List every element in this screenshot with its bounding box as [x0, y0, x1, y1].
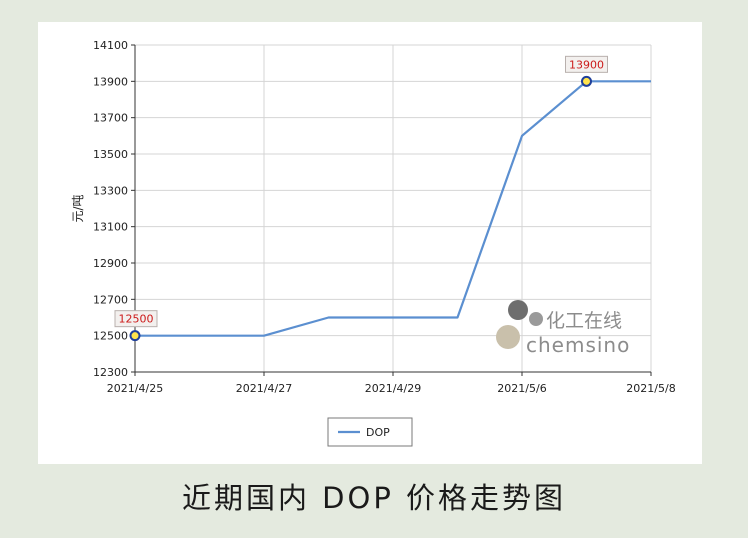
data-point-marker — [129, 330, 141, 342]
y-tick-label: 13500 — [93, 148, 128, 161]
y-tick-label: 12300 — [93, 366, 128, 379]
watermark-ball-dark — [508, 300, 528, 320]
y-axis-title: 元/吨 — [71, 194, 85, 222]
x-tick-label: 2021/5/8 — [626, 382, 675, 395]
y-tick-label: 12700 — [93, 293, 128, 306]
x-tick-label: 2021/4/29 — [365, 382, 421, 395]
x-tick-label: 2021/5/6 — [497, 382, 546, 395]
data-label-box — [114, 310, 158, 328]
data-label-box — [565, 55, 608, 73]
data-label: 12500 — [119, 313, 154, 326]
figure-caption: 近期国内 DOP 价格走势图 — [181, 481, 567, 515]
watermark-ball-tan — [496, 325, 520, 349]
y-tick-label: 13700 — [93, 112, 128, 125]
y-tick-label: 13100 — [93, 221, 128, 234]
y-tick-label: 12900 — [93, 257, 128, 270]
watermark-en: chemsino — [526, 333, 630, 357]
chemsino-watermark: 化工在线 chemsino — [496, 300, 630, 357]
y-tick-label: 13300 — [93, 184, 128, 197]
x-tick-label: 2021/4/27 — [236, 382, 292, 395]
line-chart: 12300 12500 12700 12900 13100 13300 13500 13700… — [71, 39, 676, 447]
y-tick-label: 14100 — [93, 39, 128, 52]
y-tick-label: 13900 — [93, 75, 128, 88]
data-label: 13900 — [569, 58, 604, 71]
legend-label: DOP — [366, 426, 390, 439]
legend: DOP — [327, 417, 413, 447]
data-point-marker — [581, 75, 592, 87]
x-tick-label: 2021/4/25 — [107, 382, 163, 395]
y-tick-label: 12500 — [93, 330, 128, 343]
chart-panel: 12300 12500 12700 12900 13100 13300 13500 13700… — [38, 22, 702, 464]
watermark-cn: 化工在线 — [546, 310, 622, 332]
watermark-ball-light — [529, 312, 543, 326]
